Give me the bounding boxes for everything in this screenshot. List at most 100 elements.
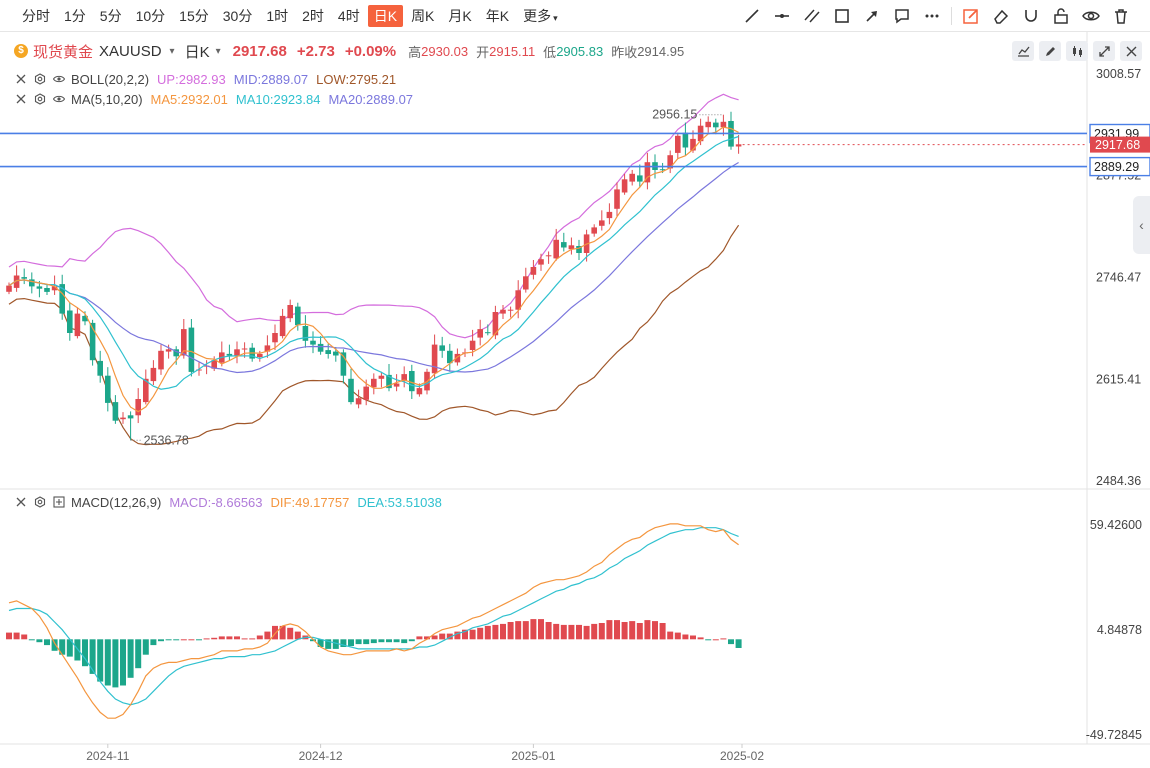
edit-icon[interactable] <box>956 0 986 32</box>
parallel-lines-icon[interactable] <box>797 0 827 32</box>
lock-icon[interactable] <box>1046 0 1076 32</box>
macd-bar <box>621 622 628 640</box>
candle-style-icon[interactable] <box>1066 41 1088 61</box>
horizontal-line-icon[interactable] <box>767 0 797 32</box>
macd-name: MACD(12,26,9) <box>71 494 162 510</box>
macd-bar <box>431 635 438 640</box>
horizontal-lines <box>0 132 1087 168</box>
tf-15min[interactable]: 15分 <box>179 7 209 24</box>
macd-bar <box>697 637 704 640</box>
candle-body <box>439 345 445 351</box>
candle-body <box>325 350 331 354</box>
low-value: 2905.83 <box>556 43 604 59</box>
candle-body <box>150 367 157 382</box>
last-price: 2917.68 <box>232 42 287 60</box>
macd-bar <box>370 639 377 644</box>
macd-bar <box>203 638 210 640</box>
macd-bar <box>591 623 598 640</box>
rectangle-icon[interactable] <box>827 0 857 32</box>
gear-icon[interactable] <box>33 92 47 106</box>
candle-body <box>181 329 187 356</box>
tf-1h[interactable]: 1时 <box>266 7 289 24</box>
open-value: 2915.11 <box>489 43 536 59</box>
draw-pen-icon[interactable] <box>1039 41 1061 61</box>
tf-month[interactable]: 月K <box>448 7 472 24</box>
close-icon[interactable] <box>1120 41 1142 61</box>
open-label: 开 <box>476 44 490 60</box>
macd-bar <box>13 632 20 640</box>
candle-body <box>279 315 286 337</box>
candle-body <box>363 386 369 400</box>
arrow-icon[interactable] <box>857 0 887 32</box>
eye-icon[interactable] <box>52 92 66 106</box>
gear-icon[interactable] <box>33 495 47 509</box>
fullscreen-icon[interactable] <box>1093 41 1115 61</box>
candle-body <box>530 267 537 275</box>
prev-close-label: 昨收 <box>611 44 638 60</box>
chart-header-tools <box>1007 41 1142 61</box>
tf-fenshi[interactable]: 分时 <box>22 7 50 24</box>
instrument-symbol[interactable]: XAUUSD <box>99 42 162 60</box>
period-label[interactable]: 日K <box>184 43 210 61</box>
comment-icon[interactable] <box>887 0 917 32</box>
close-icon[interactable] <box>14 495 28 509</box>
prev-close-value: 2914.95 <box>637 43 685 59</box>
line-draw-icon[interactable] <box>737 0 767 32</box>
candle-body <box>454 353 461 363</box>
magnet-icon[interactable] <box>1016 0 1046 32</box>
macd-bar <box>142 639 149 655</box>
trash-icon[interactable] <box>1106 0 1136 32</box>
tf-day[interactable]: 日K <box>367 4 404 27</box>
gold-coin-icon: $ <box>14 44 28 58</box>
candle-body <box>295 306 301 326</box>
candle-body <box>272 333 278 343</box>
eye-icon[interactable] <box>52 72 66 86</box>
tag-label: 2917.68 <box>1095 138 1140 152</box>
candle-body <box>302 326 309 341</box>
close-icon[interactable] <box>14 92 28 106</box>
tf-1min[interactable]: 1分 <box>64 7 86 24</box>
macd-bar <box>363 639 370 645</box>
tf-week[interactable]: 周K <box>411 7 435 24</box>
instrument-name[interactable]: 现货黄金 <box>33 43 94 61</box>
tf-2h[interactable]: 2时 <box>302 7 324 24</box>
tf-year[interactable]: 年K <box>485 7 510 24</box>
tf-30min[interactable]: 30分 <box>222 7 253 24</box>
expand-box-icon[interactable] <box>52 495 66 509</box>
candle-body <box>629 173 635 182</box>
macd-bar <box>135 639 142 669</box>
candle-body <box>401 374 407 382</box>
more-dots-icon[interactable] <box>917 0 947 32</box>
candle-body <box>614 189 620 209</box>
candle-body <box>82 315 88 322</box>
macd-bar <box>226 636 233 640</box>
eye-icon[interactable] <box>1076 0 1106 32</box>
candle-body <box>59 284 65 314</box>
candle-body <box>44 288 50 292</box>
close-icon[interactable] <box>14 72 28 86</box>
tf-10min[interactable]: 10分 <box>135 7 166 24</box>
candle-body <box>515 290 521 310</box>
date-axis-label: 2024-12 <box>299 749 343 763</box>
dea-line <box>8 527 739 706</box>
tf-more-dropdown[interactable]: 更多 ▾ <box>517 5 564 27</box>
chevron-down-icon[interactable]: ▾ <box>215 45 221 57</box>
chevron-down-icon[interactable]: ▾ <box>169 45 175 57</box>
y-axis-labels: 2484.362615.412746.472877.523008.57-49.7… <box>1086 67 1142 742</box>
tf-4h[interactable]: 4时 <box>337 7 360 24</box>
indicator-icon[interactable] <box>1012 41 1034 61</box>
candle-body <box>264 345 271 352</box>
macd-bar <box>21 634 28 640</box>
candle-body <box>659 169 666 171</box>
tf-5min[interactable]: 5分 <box>99 7 122 24</box>
candle-body <box>599 220 605 226</box>
macd-bar <box>348 639 354 646</box>
gear-icon[interactable] <box>33 72 47 86</box>
candle-body <box>409 371 415 392</box>
candle-body <box>355 398 362 405</box>
macd-bar <box>97 639 104 682</box>
eraser-icon[interactable] <box>986 0 1016 32</box>
side-panel-toggle[interactable]: ‹ <box>1133 196 1150 254</box>
low-annotation: 2536.78 <box>144 433 189 447</box>
